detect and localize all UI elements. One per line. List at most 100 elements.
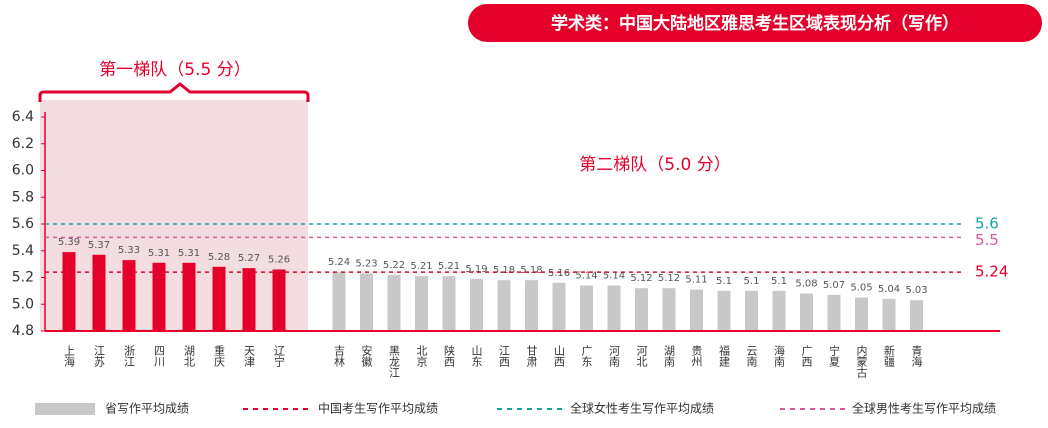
value-label: 5.22: [383, 260, 405, 271]
bar: [635, 288, 648, 331]
tier-bracket: [38, 82, 310, 102]
bar: [272, 269, 286, 331]
bar: [717, 290, 731, 331]
bar: [690, 289, 703, 331]
x-tick-label: 北京: [415, 345, 428, 368]
bar: [242, 268, 256, 331]
x-tick-label: 辽宁: [273, 345, 286, 367]
value-label: 5.08: [795, 279, 817, 290]
reference-label: 5.5: [975, 231, 999, 249]
legend-label: 省写作平均成绩: [105, 402, 189, 416]
x-tick-label: 贵州: [690, 345, 703, 367]
x-tick-label: 江西: [498, 345, 511, 367]
value-label: 5.33: [118, 245, 140, 256]
x-tick-label: 陕西: [443, 344, 456, 367]
x-tick-label: 上海: [63, 345, 76, 368]
x-tick-label: 河南: [608, 345, 621, 367]
y-tick-label: 5.6: [12, 216, 34, 232]
x-tick-label: 河北: [635, 345, 648, 367]
bar: [442, 276, 456, 331]
bar: [662, 288, 676, 331]
x-tick-label: 山东: [470, 345, 483, 367]
bar: [62, 252, 76, 331]
tier-band: [40, 100, 308, 331]
bar: [525, 280, 538, 331]
value-label: 5.1: [744, 276, 760, 287]
bar: [152, 262, 166, 331]
x-tick-label: 浙江: [123, 345, 136, 367]
bar: [772, 290, 786, 331]
value-label: 5.21: [438, 261, 460, 272]
bar: [360, 273, 373, 331]
x-tick-label: 湖南: [663, 345, 676, 367]
value-label: 5.07: [823, 280, 845, 291]
value-label: 5.26: [268, 254, 290, 265]
value-label: 5.21: [410, 261, 432, 272]
x-tick-label: 云南: [745, 345, 758, 367]
x-tick-label: 甘肃: [525, 345, 538, 368]
bar: [580, 285, 593, 331]
y-tick-label: 6.4: [12, 109, 34, 125]
bar: [387, 274, 401, 331]
value-label: 5.31: [148, 248, 170, 259]
y-tick-label: 6.0: [12, 163, 34, 179]
bar: [470, 278, 483, 331]
value-label: 5.39: [58, 237, 80, 248]
bar: [332, 272, 346, 331]
tier-label: 第二梯队（5.0 分）: [579, 155, 730, 175]
y-tick-label: 6.2: [12, 136, 34, 152]
bar: [910, 300, 923, 331]
value-label: 5.04: [878, 284, 900, 295]
value-label: 5.05: [850, 283, 872, 294]
title-pill: [468, 4, 1042, 42]
bar: [800, 293, 813, 331]
x-tick-label: 安徽: [360, 344, 373, 368]
x-tick-label: 湖北: [183, 345, 196, 367]
value-label: 5.11: [685, 275, 707, 286]
x-tick-label: 广东: [580, 345, 593, 367]
bar: [745, 290, 758, 331]
x-tick-label: 黑龙江: [388, 345, 401, 378]
x-tick-label: 重庆: [213, 344, 226, 368]
x-tick-label: 江苏: [93, 345, 106, 368]
value-label: 5.1: [771, 276, 787, 287]
y-tick-label: 5.4: [12, 243, 34, 259]
value-label: 5.1: [716, 276, 732, 287]
x-tick-label: 内蒙古: [855, 344, 868, 378]
value-label: 5.23: [355, 258, 377, 269]
bar: [827, 294, 841, 331]
legend-label: 全球女性考生写作平均成绩: [570, 401, 714, 416]
legend-label: 全球男性考生写作平均成绩: [852, 401, 996, 416]
value-label: 5.19: [465, 264, 487, 275]
x-tick-label: 福建: [718, 344, 731, 368]
bar: [497, 280, 511, 331]
x-tick-label: 宁夏: [828, 344, 841, 367]
value-label: 5.12: [630, 273, 652, 284]
value-label: 5.28: [208, 252, 230, 263]
value-label: 5.18: [493, 265, 515, 276]
value-label: 5.14: [603, 271, 625, 282]
x-tick-label: 青海: [910, 345, 923, 368]
legend-label: 中国考生写作平均成绩: [318, 401, 438, 416]
bar: [182, 262, 196, 331]
chart-title: 学术类：中国大陆地区雅思考生区域表现分析（写作）: [551, 13, 959, 34]
tier-label: 第一梯队（5.5 分）: [99, 60, 250, 80]
bar: [882, 298, 896, 331]
value-label: 5.27: [238, 253, 260, 264]
x-tick-label: 山西: [553, 345, 566, 367]
legend-swatch: [35, 403, 95, 415]
bar: [855, 297, 868, 331]
y-tick-label: 5.0: [12, 296, 34, 312]
bar: [212, 266, 226, 331]
bar: [122, 260, 136, 331]
bar: [552, 282, 566, 331]
value-label: 5.14: [575, 271, 597, 282]
bar: [607, 285, 621, 331]
y-tick-label: 4.8: [12, 323, 34, 339]
y-tick-label: 5.8: [12, 189, 34, 205]
reference-label: 5.24: [975, 263, 1008, 281]
x-tick-label: 广西: [800, 345, 813, 367]
value-label: 5.31: [178, 248, 200, 259]
x-tick-label: 四川: [153, 345, 166, 367]
